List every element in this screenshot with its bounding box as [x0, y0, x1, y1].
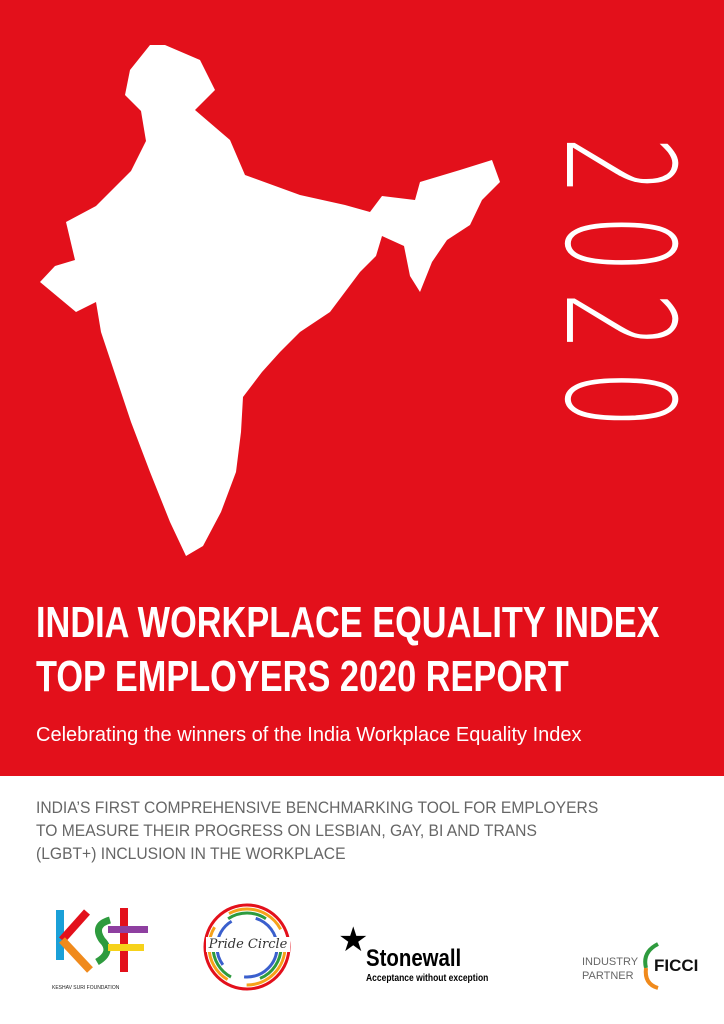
ficci-name: FICCI	[654, 956, 699, 975]
report-subtitle: Celebrating the winners of the India Wor…	[36, 724, 582, 746]
year-vertical: 2020	[531, 136, 705, 448]
tagline-line: (LGBT+) INCLUSION IN THE WORKPLACE	[36, 844, 346, 863]
report-title-line-1: INDIA WORKPLACE EQUALITY INDEX	[36, 598, 660, 647]
pride-circle-logo: Pride Circle	[200, 900, 295, 995]
report-title-line-2: TOP EMPLOYERS 2020 REPORT	[36, 652, 569, 701]
ficci-industry-partner: INDUSTRY PARTNER	[582, 955, 638, 983]
ksf-caption: KESHAV SURI FOUNDATION	[52, 985, 120, 991]
stonewall-name: Stonewall	[366, 945, 462, 972]
ksf-logo: KESHAV SURI FOUNDATION	[52, 900, 152, 991]
stonewall-tagline: Acceptance without exception	[366, 973, 489, 984]
ficci-logo: FICCI	[640, 942, 698, 995]
stonewall-logo: ★ Stonewall Acceptance without exception	[338, 921, 488, 984]
tagline-line: INDIA’S FIRST COMPREHENSIVE BENCHMARKING…	[36, 798, 599, 817]
industry-label: INDUSTRY	[582, 956, 639, 968]
ksf-logo-mark	[56, 908, 148, 973]
tagline: INDIA’S FIRST COMPREHENSIVE BENCHMARKING…	[36, 796, 680, 865]
partner-label: PARTNER	[582, 970, 634, 982]
india-map-illustration	[40, 45, 500, 556]
star-icon: ★	[338, 921, 369, 959]
pride-circle-name: Pride Circle	[206, 937, 290, 952]
ficci-swoosh-icon	[643, 942, 659, 990]
tagline-line: TO MEASURE THEIR PROGRESS ON LESBIAN, GA…	[36, 821, 537, 840]
